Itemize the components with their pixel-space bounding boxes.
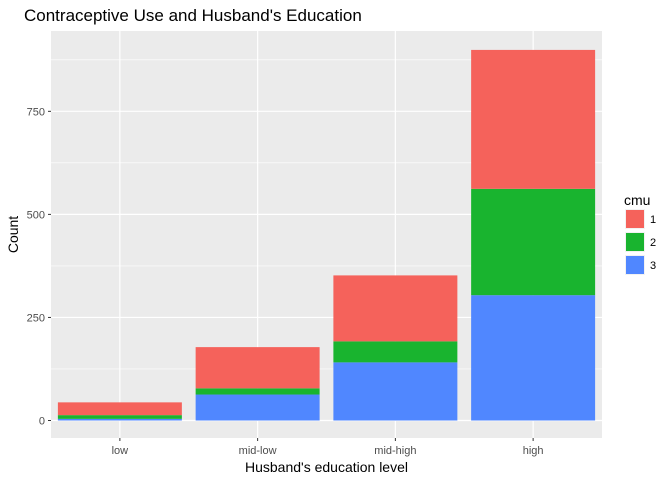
bar-mid-low-cmu-3 (195, 394, 320, 421)
legend-title: cmu (624, 192, 650, 208)
legend-swatch-2 (626, 233, 644, 251)
bar-high-cmu-1 (471, 49, 596, 189)
chart-title: Contraceptive Use and Husband's Educatio… (24, 6, 362, 25)
y-axis-title: Count (5, 216, 21, 253)
x-axis-title: Husband's education level (245, 459, 408, 475)
y-tick-label: 250 (27, 312, 45, 324)
bar-low-cmu-1 (57, 402, 182, 416)
y-tick-label: 0 (39, 416, 45, 428)
bar-mid-high-cmu-2 (333, 341, 458, 363)
bar-mid-low-cmu-1 (195, 347, 320, 389)
bar-layer (57, 49, 596, 421)
bar-mid-high-cmu-3 (333, 362, 458, 421)
legend-swatch-3 (626, 256, 644, 274)
bar-high-cmu-3 (471, 295, 596, 421)
bar-low-cmu-3 (57, 418, 182, 421)
y-axis-ticks: 0 250 500 750 (27, 106, 51, 428)
y-tick-label: 750 (27, 106, 45, 118)
legend-swatch-1 (626, 210, 644, 228)
bar-mid-high-cmu-1 (333, 275, 458, 342)
legend-label-1: 1 (650, 214, 656, 226)
x-tick-label-low: low (112, 445, 129, 457)
legend-label-3: 3 (650, 260, 656, 272)
x-axis-ticks: low mid-low mid-high high (112, 438, 544, 457)
bar-low-cmu-2 (57, 415, 182, 419)
x-tick-label-mid-low: mid-low (239, 445, 277, 457)
x-tick-label-high: high (523, 445, 544, 457)
x-tick-label-mid-high: mid-high (374, 445, 416, 457)
bar-high-cmu-2 (471, 188, 596, 296)
bar-mid-low-cmu-2 (195, 388, 320, 395)
legend-label-2: 2 (650, 237, 656, 249)
y-tick-label: 500 (27, 209, 45, 221)
legend: cmu 1 2 3 (624, 192, 656, 275)
